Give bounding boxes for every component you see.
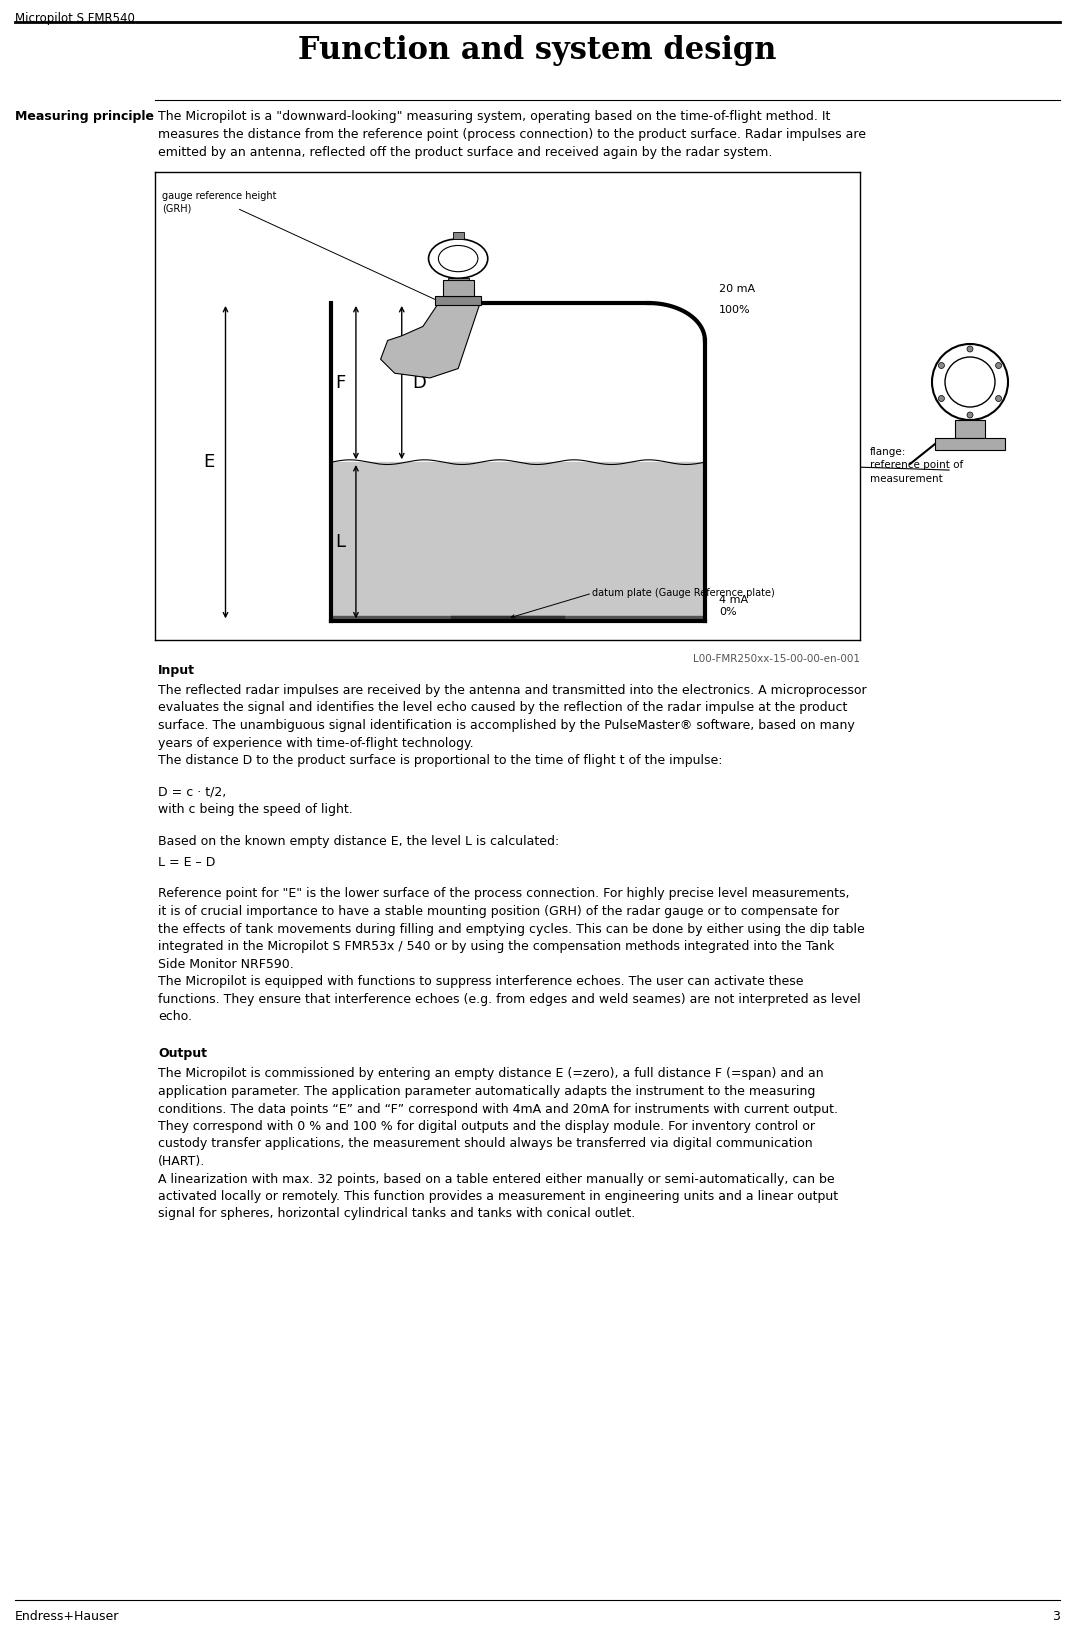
Circle shape	[945, 357, 995, 406]
Text: datum plate (Gauge Reference plate): datum plate (Gauge Reference plate)	[592, 588, 775, 598]
Text: Side Monitor NRF590.: Side Monitor NRF590.	[158, 958, 293, 970]
Text: E: E	[203, 454, 215, 472]
Bar	[453, 233, 463, 239]
Bar	[443, 280, 474, 296]
Text: surface. The unambiguous signal identification is accomplished by the PulseMaste: surface. The unambiguous signal identifi…	[158, 719, 855, 732]
Circle shape	[995, 395, 1002, 401]
Bar	[955, 419, 985, 437]
Text: activated locally or remotely. This function provides a measurement in engineeri: activated locally or remotely. This func…	[158, 1189, 838, 1202]
Text: They correspond with 0 % and 100 % for digital outputs and the display module. F: They correspond with 0 % and 100 % for d…	[158, 1120, 815, 1133]
Text: echo.: echo.	[158, 1011, 192, 1024]
Text: Micropilot S FMR540: Micropilot S FMR540	[15, 11, 134, 25]
Text: The Micropilot is a "downward-looking" measuring system, operating based on the : The Micropilot is a "downward-looking" m…	[158, 110, 830, 123]
Text: 100%: 100%	[719, 305, 750, 316]
Circle shape	[932, 344, 1008, 419]
Text: functions. They ensure that interference echoes (e.g. from edges and weld seames: functions. They ensure that interference…	[158, 993, 861, 1006]
Bar	[935, 437, 1005, 450]
Text: 0%: 0%	[719, 608, 736, 618]
Circle shape	[938, 395, 945, 401]
Text: L: L	[335, 532, 345, 550]
Text: measures the distance from the reference point (process connection) to the produ: measures the distance from the reference…	[158, 128, 866, 141]
Text: Input: Input	[158, 663, 195, 676]
Text: years of experience with time-of-flight technology.: years of experience with time-of-flight …	[158, 737, 474, 750]
Circle shape	[968, 346, 973, 352]
Text: evaluates the signal and identifies the level echo caused by the reflection of t: evaluates the signal and identifies the …	[158, 701, 847, 714]
Text: Function and system design: Function and system design	[298, 34, 776, 66]
Text: 20 mA: 20 mA	[719, 283, 755, 293]
Text: gauge reference height
(GRH): gauge reference height (GRH)	[162, 190, 276, 213]
Text: 4 mA: 4 mA	[719, 595, 748, 604]
Text: A linearization with max. 32 points, based on a table entered either manually or: A linearization with max. 32 points, bas…	[158, 1173, 834, 1186]
Circle shape	[968, 413, 973, 418]
Text: Based on the known empty distance E, the level L is calculated:: Based on the known empty distance E, the…	[158, 834, 559, 847]
Text: application parameter. The application parameter automatically adapts the instru: application parameter. The application p…	[158, 1084, 815, 1097]
Circle shape	[995, 362, 1002, 369]
Text: The Micropilot is commissioned by entering an empty distance E (=zero), a full d: The Micropilot is commissioned by enteri…	[158, 1068, 823, 1081]
Circle shape	[938, 362, 945, 369]
Polygon shape	[381, 305, 479, 378]
Circle shape	[429, 239, 488, 278]
Text: emitted by an antenna, reflected off the product surface and received again by t: emitted by an antenna, reflected off the…	[158, 146, 772, 159]
Text: L = E – D: L = E – D	[158, 857, 215, 870]
Bar	[435, 296, 482, 305]
Text: F: F	[335, 373, 345, 391]
Text: custody transfer applications, the measurement should always be transferred via : custody transfer applications, the measu…	[158, 1137, 813, 1150]
Text: The distance D to the product surface is proportional to the time of flight t of: The distance D to the product surface is…	[158, 753, 722, 767]
Text: Endress+Hauser: Endress+Hauser	[15, 1610, 119, 1623]
Text: it is of crucial importance to have a stable mounting position (GRH) of the rada: it is of crucial importance to have a st…	[158, 906, 840, 917]
Circle shape	[439, 246, 478, 272]
Text: (HART).: (HART).	[158, 1155, 205, 1168]
Text: D: D	[413, 373, 426, 391]
Text: signal for spheres, horizontal cylindrical tanks and tanks with conical outlet.: signal for spheres, horizontal cylindric…	[158, 1207, 635, 1220]
Text: with c being the speed of light.: with c being the speed of light.	[158, 803, 353, 816]
Text: Output: Output	[158, 1047, 207, 1060]
Text: integrated in the Micropilot S FMR53x / 540 or by using the compensation methods: integrated in the Micropilot S FMR53x / …	[158, 940, 834, 953]
Text: The Micropilot is equipped with functions to suppress interference echoes. The u: The Micropilot is equipped with function…	[158, 975, 803, 988]
Text: the effects of tank movements during filling and emptying cycles. This can be do: the effects of tank movements during fil…	[158, 922, 864, 935]
Text: conditions. The data points “E” and “F” correspond with 4mA and 20mA for instrum: conditions. The data points “E” and “F” …	[158, 1102, 838, 1115]
Text: flange:
reference point of
measurement: flange: reference point of measurement	[870, 447, 963, 483]
Text: D = c · t/2,: D = c · t/2,	[158, 786, 226, 798]
Text: L00-FMR250xx-15-00-00-en-001: L00-FMR250xx-15-00-00-en-001	[693, 654, 860, 663]
Text: The reflected radar impulses are received by the antenna and transmitted into th: The reflected radar impulses are receive…	[158, 685, 866, 698]
Text: Reference point for "E" is the lower surface of the process connection. For high: Reference point for "E" is the lower sur…	[158, 888, 849, 901]
Text: Measuring principle: Measuring principle	[15, 110, 154, 123]
Text: 3: 3	[1052, 1610, 1060, 1623]
